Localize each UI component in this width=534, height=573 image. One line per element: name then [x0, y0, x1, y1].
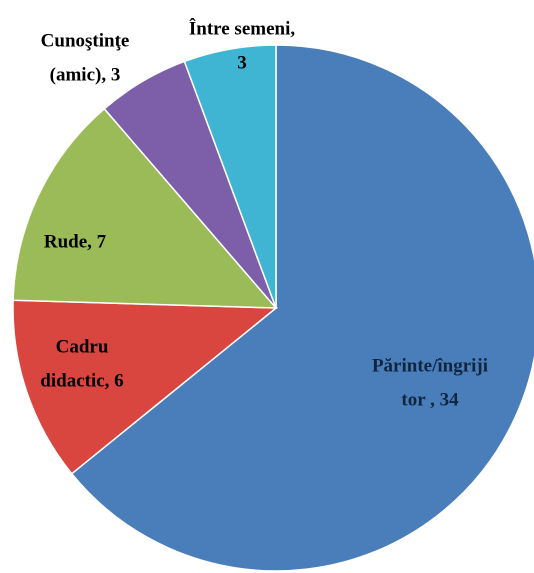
pie-slice [70, 44, 534, 572]
pie-slice [183, 44, 277, 309]
pie-slice [12, 299, 279, 475]
data-label: Cadru [56, 336, 109, 357]
data-label: Cunoştinţe [41, 30, 130, 51]
data-label: Rude, 7 [44, 231, 107, 252]
data-label: Părinte/îngriji [372, 355, 488, 376]
pie-slice [12, 107, 278, 309]
data-label: Între semeni, [189, 17, 295, 39]
data-label: tor , 34 [401, 389, 459, 410]
data-label: (amic), 3 [50, 64, 121, 85]
data-label: didactic, 6 [40, 370, 123, 391]
data-label: 3 [237, 52, 247, 73]
